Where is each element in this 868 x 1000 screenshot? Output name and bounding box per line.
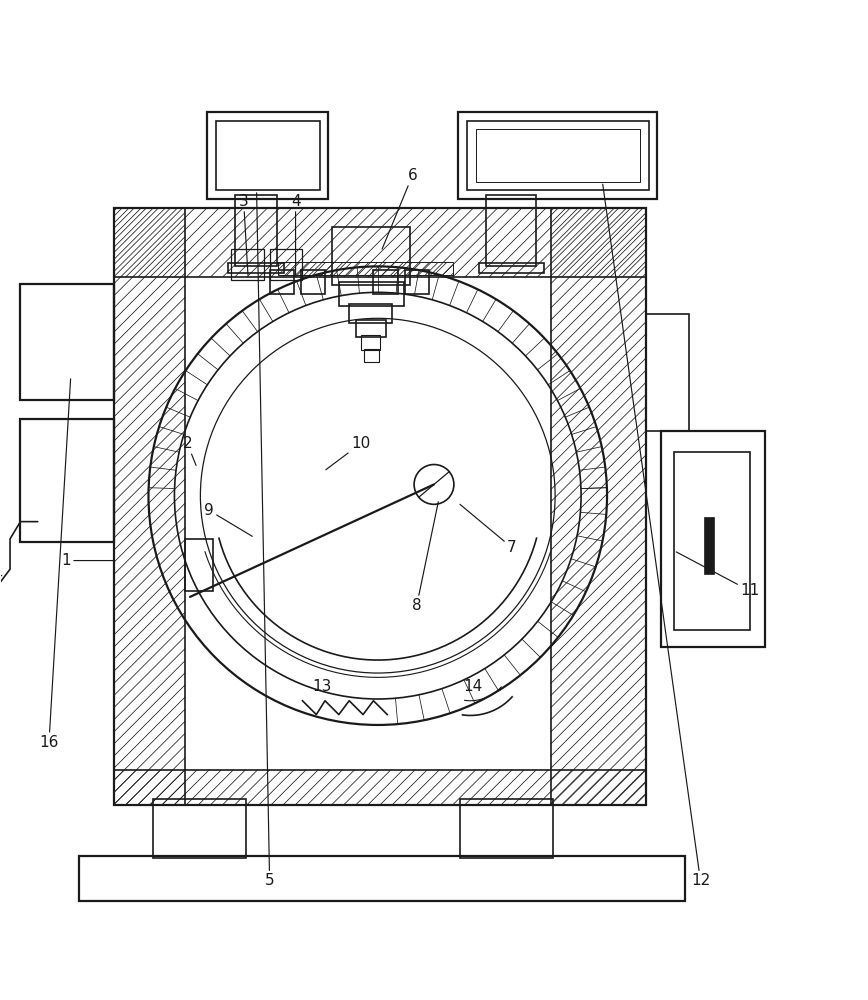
Text: 16: 16	[39, 379, 70, 750]
Bar	[79, 856, 685, 901]
Bar	[228, 263, 285, 273]
Text: 2: 2	[182, 436, 196, 465]
Text: 14: 14	[464, 679, 483, 694]
Bar	[404, 270, 429, 294]
Bar	[646, 314, 689, 431]
Text: 3: 3	[239, 194, 248, 275]
Text: 9: 9	[204, 503, 253, 536]
Bar	[458, 112, 657, 199]
Bar	[235, 195, 277, 266]
Text: 6: 6	[382, 168, 418, 249]
Bar	[479, 263, 544, 273]
Bar	[270, 270, 294, 294]
Text: 4: 4	[291, 194, 300, 275]
Text: 10: 10	[326, 436, 370, 470]
Bar	[207, 112, 328, 199]
Bar	[467, 121, 648, 190]
Text: 5: 5	[257, 193, 274, 888]
Bar	[270, 249, 302, 280]
Text: 7: 7	[460, 504, 516, 555]
Bar	[674, 452, 750, 630]
Bar	[339, 282, 404, 306]
Bar	[216, 121, 319, 190]
Text: 11: 11	[676, 552, 760, 598]
Bar	[21, 419, 114, 542]
Text: 1: 1	[62, 553, 114, 568]
Bar	[486, 195, 536, 266]
Bar	[332, 227, 410, 285]
Bar	[704, 517, 714, 574]
Text: 8: 8	[412, 502, 438, 613]
Bar	[231, 249, 264, 280]
Text: 13: 13	[312, 679, 332, 694]
Bar	[349, 304, 392, 323]
Bar	[356, 320, 386, 337]
Bar	[551, 208, 646, 805]
Bar	[476, 129, 640, 182]
Bar	[114, 208, 646, 277]
Text: 12: 12	[602, 184, 710, 888]
Bar	[460, 799, 554, 858]
Bar	[114, 208, 185, 805]
Bar	[361, 335, 380, 350]
Bar	[21, 284, 114, 400]
Bar	[364, 349, 379, 362]
Bar	[153, 799, 247, 858]
Bar	[185, 539, 213, 591]
Bar	[114, 208, 646, 805]
Bar	[114, 770, 646, 805]
Bar	[373, 270, 398, 294]
Bar	[300, 270, 325, 294]
Bar	[661, 431, 765, 647]
